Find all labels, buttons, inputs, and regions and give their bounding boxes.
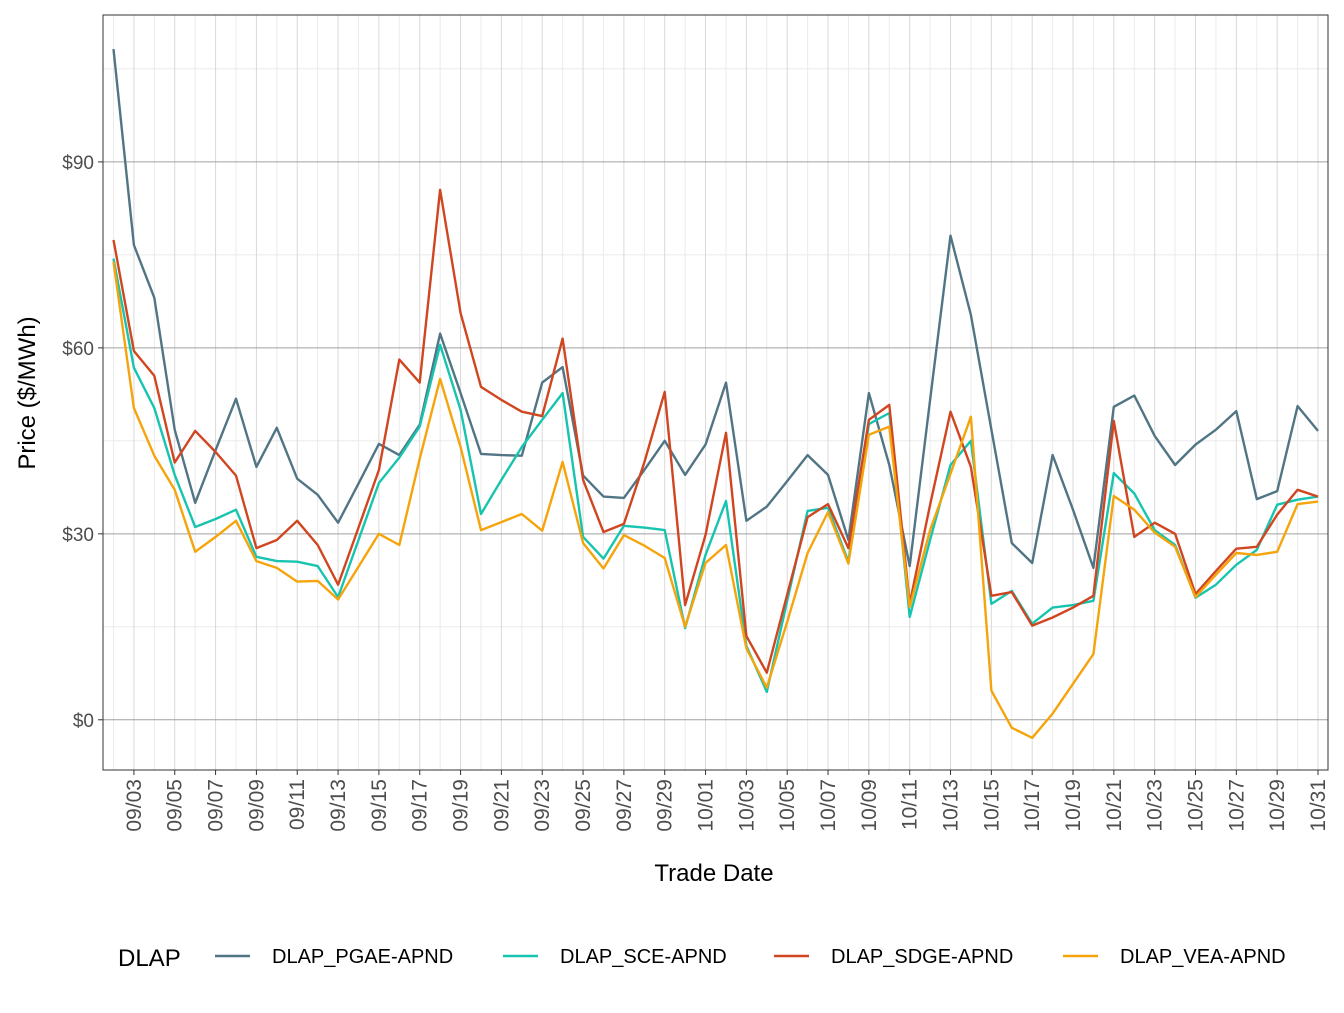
series-line (112, 258, 1319, 694)
legend-label: DLAP_SDGE-APND (831, 946, 1013, 968)
series-line (112, 48, 1319, 570)
x-axis-title: Trade Date (654, 860, 773, 887)
x-tick-label: 09/09 (245, 779, 268, 832)
x-tick-label: 09/29 (654, 779, 677, 832)
x-tick-label: 09/21 (490, 779, 513, 832)
x-tick-label: 10/03 (735, 779, 758, 832)
x-tick-label: 09/23 (531, 779, 554, 832)
legend-title: DLAP (118, 945, 181, 972)
x-tick-label: 09/17 (409, 779, 432, 832)
x-tick-label: 09/11 (286, 779, 309, 830)
x-tick-label: 10/21 (1103, 779, 1126, 832)
x-tick-label: 10/31 (1307, 779, 1330, 832)
y-tick-label: $90 (62, 153, 94, 174)
x-tick-label: 09/03 (123, 779, 146, 832)
legend-label: DLAP_SCE-APND (560, 946, 727, 968)
y-axis-title: Price ($/MWh) (14, 316, 41, 469)
series-line (112, 261, 1319, 739)
x-tick-label: 10/15 (980, 779, 1003, 832)
x-tick-label: 10/17 (1021, 779, 1044, 832)
x-tick-label: 10/05 (776, 779, 799, 832)
x-tick-label: 09/15 (368, 779, 391, 832)
plot-border (102, 14, 1329, 771)
x-tick-label: 10/13 (940, 779, 963, 832)
y-tick-label: $30 (62, 525, 94, 546)
x-tick-label: 10/07 (817, 779, 840, 832)
x-tick-label: 09/25 (572, 779, 595, 832)
x-tick-label: 10/27 (1225, 779, 1248, 832)
x-tick-label: 09/05 (164, 779, 187, 832)
legend-label: DLAP_PGAE-APND (272, 946, 453, 968)
x-tick-label: 09/19 (450, 779, 473, 832)
legend-label: DLAP_VEA-APND (1120, 946, 1286, 968)
x-tick-label: 10/11 (899, 779, 922, 830)
x-tick-label: 09/13 (327, 779, 350, 832)
x-tick-label: 09/27 (613, 779, 636, 832)
x-tick-label: 10/29 (1266, 779, 1289, 832)
x-tick-label: 10/19 (1062, 779, 1085, 832)
y-tick-label: $60 (62, 339, 94, 360)
x-tick-label: 10/09 (858, 779, 881, 832)
x-tick-label: 10/23 (1144, 779, 1167, 832)
series-line (112, 188, 1319, 674)
x-tick-label: 09/07 (205, 779, 228, 832)
x-tick-label: 10/25 (1185, 779, 1208, 832)
x-tick-label: 10/01 (695, 779, 718, 832)
y-tick-label: $0 (73, 711, 94, 732)
